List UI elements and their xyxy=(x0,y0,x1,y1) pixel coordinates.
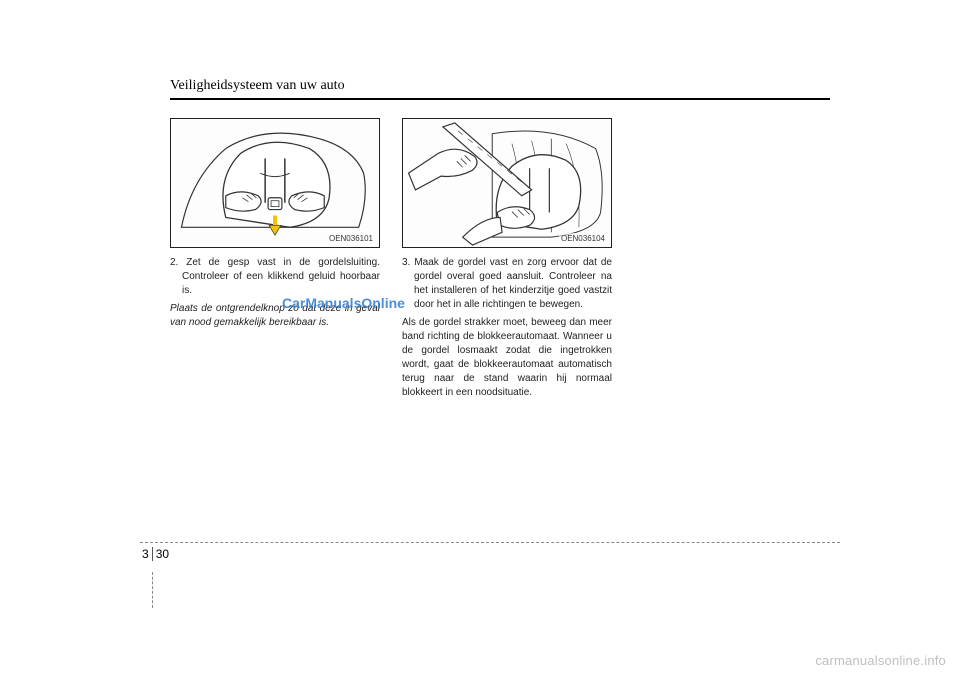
page-footer: 330 xyxy=(140,542,840,572)
page-header: Veiligheidsysteem van uw auto xyxy=(170,78,830,100)
seat-illustration-2 xyxy=(403,119,611,247)
manual-page: Veiligheidsysteem van uw auto xyxy=(0,0,960,678)
para-text: Als de gordel strakker moet, beweeg dan … xyxy=(402,316,612,400)
figure-1: OEN036101 xyxy=(170,118,380,248)
chapter-number: 3 xyxy=(142,547,153,561)
step-3-text: 3. Maak de gordel vast en zorg ervoor da… xyxy=(402,256,612,312)
step-2-text: 2. Zet de gesp vast in de gordelsluiting… xyxy=(170,256,380,298)
figure-2-id: OEN036104 xyxy=(559,233,607,244)
page-number: 330 xyxy=(142,547,169,561)
figure-2: OEN036104 xyxy=(402,118,612,248)
footer-dash-vertical xyxy=(152,572,153,608)
seat-illustration-1 xyxy=(171,119,379,247)
column-2: OEN036104 3. Maak de gordel vast en zorg… xyxy=(402,118,612,404)
column-1: OEN036101 2. Zet de gesp vast in de gord… xyxy=(170,118,380,404)
note-text: Plaats de ontgrendelknop zo dat deze in … xyxy=(170,302,380,330)
site-watermark: carmanualsonline.info xyxy=(815,653,946,668)
header-title: Veiligheidsysteem van uw auto xyxy=(170,78,830,94)
figure-1-id: OEN036101 xyxy=(327,233,375,244)
page-number-value: 30 xyxy=(156,547,169,561)
content-columns: OEN036101 2. Zet de gesp vast in de gord… xyxy=(170,118,612,404)
